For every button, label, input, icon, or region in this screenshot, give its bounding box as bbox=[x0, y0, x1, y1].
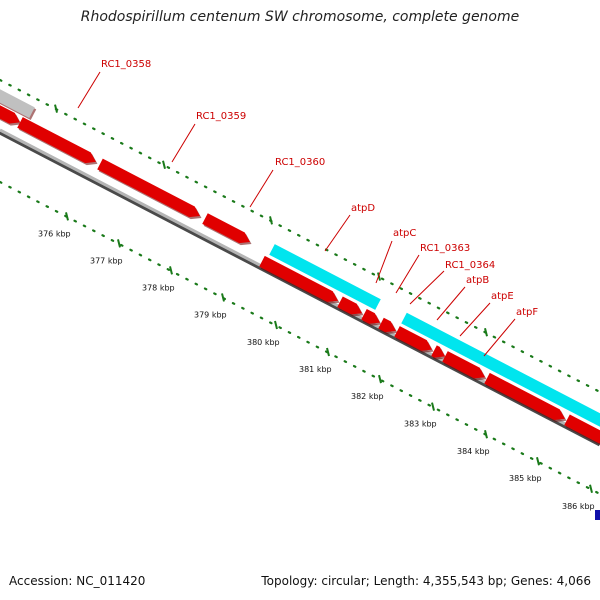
label-leader-line bbox=[483, 318, 516, 357]
gene-rc1-0357 bbox=[0, 105, 20, 124]
major-tick bbox=[326, 347, 330, 357]
major-tick bbox=[536, 456, 540, 466]
tick-label: 386 kbp bbox=[562, 502, 595, 511]
topology-text: Topology: circular; Length: 4,355,543 bp… bbox=[261, 574, 591, 588]
label-leader-line bbox=[324, 214, 351, 252]
gene-label: atpB bbox=[466, 275, 489, 286]
major-tick bbox=[589, 484, 593, 494]
major-tick bbox=[65, 212, 69, 221]
label-leader-line bbox=[77, 71, 101, 109]
tick-label: 380 kbp bbox=[247, 338, 280, 347]
gene-label: atpC bbox=[393, 228, 416, 239]
label-leader-line bbox=[459, 302, 491, 337]
lower-dotted-track bbox=[0, 180, 600, 496]
cyan-block-1 bbox=[269, 244, 381, 310]
gene-label: atpE bbox=[491, 291, 514, 302]
map-title: Rhodospirillum centenum SW chromosome, c… bbox=[80, 9, 520, 25]
gene-next-1 bbox=[484, 372, 565, 420]
tick-label: 384 kbp bbox=[457, 447, 490, 456]
gene-atpB bbox=[394, 326, 432, 351]
tick-label: 385 kbp bbox=[509, 474, 542, 483]
label-leader-line bbox=[395, 254, 420, 294]
gene-label: RC1_0359 bbox=[196, 111, 246, 122]
gene-label: atpF bbox=[516, 307, 538, 318]
major-tick bbox=[221, 293, 225, 302]
cyan-block-2 bbox=[401, 312, 600, 427]
label-layer: RC1_0358 RC1_0359 RC1_0360 atpD atpC RC1_0363… bbox=[77, 59, 538, 357]
label-leader-line bbox=[436, 286, 466, 321]
gene-atpF bbox=[442, 351, 485, 379]
gene-label: atpD bbox=[351, 203, 375, 214]
gene-atpD bbox=[259, 255, 338, 302]
blue-marker bbox=[595, 510, 600, 520]
major-tick bbox=[377, 272, 381, 281]
gene-layer bbox=[0, 89, 600, 520]
major-tick bbox=[162, 160, 166, 170]
major-tick bbox=[484, 429, 488, 439]
upper-dotted-track bbox=[0, 78, 600, 394]
gene-rc1-0359 bbox=[97, 158, 200, 218]
tick-label: 383 kbp bbox=[404, 420, 437, 429]
gene-atpC bbox=[337, 296, 362, 315]
major-tick bbox=[274, 320, 278, 330]
major-tick bbox=[54, 104, 58, 113]
tick-label: 379 kbp bbox=[194, 310, 227, 319]
gene-label: RC1_0358 bbox=[101, 59, 151, 70]
tick-label: 382 kbp bbox=[351, 392, 384, 401]
label-leader-line bbox=[375, 240, 393, 284]
gene-atpE bbox=[431, 345, 445, 358]
gene-rc1-0363 bbox=[361, 308, 380, 324]
major-tick bbox=[378, 374, 382, 384]
major-tick bbox=[269, 216, 273, 225]
tick-layer: 376 kbp 377 kbp 378 kbp 379 kbp 380 kbp 381 k… bbox=[0, 78, 600, 511]
gene-rc1-0364 bbox=[378, 317, 396, 333]
gene-next-2 bbox=[564, 414, 600, 444]
major-tick bbox=[431, 402, 435, 411]
gene-label: RC1_0360 bbox=[275, 157, 325, 168]
gene-other-topleft bbox=[0, 89, 35, 118]
gene-label: RC1_0363 bbox=[420, 243, 470, 254]
major-tick bbox=[117, 239, 121, 248]
tick-label: 378 kbp bbox=[142, 283, 175, 292]
gene-rc1-0358 bbox=[17, 117, 96, 164]
label-leader-line bbox=[249, 169, 274, 208]
tick-label: 381 kbp bbox=[299, 365, 332, 374]
gene-rc1-0360 bbox=[202, 213, 250, 244]
label-leader-line bbox=[171, 123, 196, 163]
major-tick bbox=[169, 266, 173, 275]
major-tick bbox=[484, 327, 488, 337]
label-leader-line bbox=[409, 270, 445, 305]
tick-label: 376 kbp bbox=[38, 229, 71, 238]
accession-text: Accession: NC_011420 bbox=[9, 574, 146, 588]
gene-label: RC1_0364 bbox=[445, 260, 495, 271]
tick-label: 377 kbp bbox=[90, 256, 123, 265]
